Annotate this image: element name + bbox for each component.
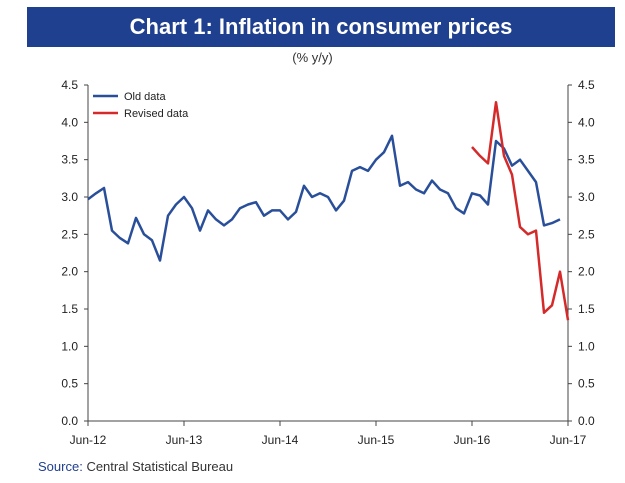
y-tick-label: 4.5 bbox=[61, 78, 78, 92]
x-tick-label: Jun-15 bbox=[358, 433, 395, 447]
x-tick-label: Jun-14 bbox=[262, 433, 299, 447]
y-tick-label-right: 0.0 bbox=[578, 414, 595, 428]
y-tick-label: 0.5 bbox=[61, 377, 78, 391]
y-tick-label: 3.0 bbox=[61, 190, 78, 204]
x-tick-label: Jun-12 bbox=[70, 433, 107, 447]
y-tick-label-right: 3.5 bbox=[578, 153, 595, 167]
x-tick-label: Jun-16 bbox=[454, 433, 491, 447]
source-text: Central Statistical Bureau bbox=[86, 459, 234, 474]
y-tick-label-right: 3.0 bbox=[578, 190, 595, 204]
series-line-revised-data bbox=[471, 100, 570, 321]
y-tick-label: 4.0 bbox=[61, 115, 78, 129]
y-tick-label: 3.5 bbox=[61, 153, 78, 167]
x-tick-label: Jun-17 bbox=[550, 433, 587, 447]
y-tick-label-right: 2.5 bbox=[578, 227, 595, 241]
y-tick-label-right: 1.0 bbox=[578, 339, 595, 353]
chart-title: Chart 1: Inflation in consumer prices bbox=[27, 7, 615, 47]
y-tick-label-right: 2.0 bbox=[578, 265, 595, 279]
y-tick-label: 1.0 bbox=[61, 339, 78, 353]
x-tick-label: Jun-13 bbox=[166, 433, 203, 447]
legend-label: Old data bbox=[124, 91, 166, 103]
y-tick-label-right: 1.5 bbox=[578, 302, 595, 316]
chart-subtitle: (% y/y) bbox=[292, 50, 333, 65]
y-tick-label: 2.5 bbox=[61, 227, 78, 241]
y-tick-label: 2.0 bbox=[61, 265, 78, 279]
chart-source: Source: Central Statistical Bureau bbox=[38, 459, 233, 474]
y-tick-label: 0.0 bbox=[61, 414, 78, 428]
y-tick-label: 1.5 bbox=[61, 302, 78, 316]
y-tick-label-right: 0.5 bbox=[578, 377, 595, 391]
y-tick-label-right: 4.0 bbox=[578, 115, 595, 129]
y-tick-label-right: 4.5 bbox=[578, 78, 595, 92]
legend-label: Revised data bbox=[124, 108, 189, 120]
series-line-old-data bbox=[87, 134, 561, 262]
chart-legend: Old data Revised data bbox=[93, 91, 189, 120]
source-label: Source: bbox=[38, 459, 83, 474]
